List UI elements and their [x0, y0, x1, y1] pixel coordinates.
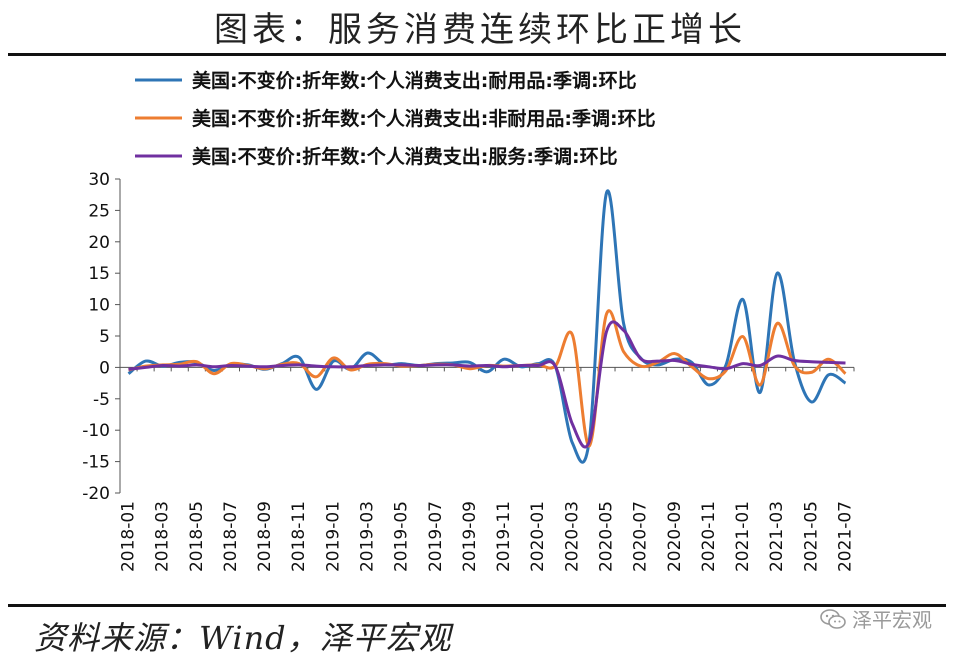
x-tick-label: 2019-01 [323, 501, 343, 572]
top-rule [8, 53, 946, 56]
x-tick-label: 2018-07 [221, 501, 241, 572]
y-tick-label: 10 [88, 296, 110, 316]
x-tick-label: 2020-07 [631, 501, 651, 572]
x-tick-label: 2019-07 [426, 501, 446, 572]
x-tick-label: 2018-05 [187, 501, 207, 572]
x-tick-label: 2018-11 [289, 501, 309, 572]
x-tick-label: 2018-01 [119, 501, 139, 572]
y-tick-label: -20 [82, 484, 110, 504]
y-tick-label: -5 [93, 390, 110, 410]
y-tick-label: 25 [88, 201, 110, 221]
legend-label: 美国:不变价:折年数:个人消费支出:耐用品:季调:环比 [192, 69, 637, 92]
y-tick-label: 30 [88, 170, 110, 190]
x-tick-label: 2021-01 [733, 501, 753, 572]
y-tick-label: -15 [82, 453, 110, 473]
line-chart: 美国:不变价:折年数:个人消费支出:耐用品:季调:环比美国:不变价:折年数:个人… [82, 69, 855, 572]
legend-label: 美国:不变价:折年数:个人消费支出:服务:季调:环比 [192, 145, 618, 168]
y-tick-label: 20 [88, 233, 110, 253]
y-tick-label: 0 [99, 358, 110, 378]
x-tick-label: 2020-09 [665, 501, 685, 572]
wechat-icon [820, 608, 846, 629]
x-tick-label: 2019-09 [460, 501, 480, 572]
x-tick-label: 2018-03 [153, 501, 173, 572]
y-tick-label: -10 [82, 421, 110, 441]
x-tick-label: 2020-03 [562, 501, 582, 572]
x-tick-label: 2021-03 [767, 501, 787, 572]
x-tick-label: 2020-11 [699, 501, 719, 572]
x-tick-label: 2020-01 [528, 501, 548, 572]
y-tick-label: 5 [99, 327, 110, 347]
x-tick-label: 2019-11 [494, 501, 514, 572]
source-note: 资料来源：Wind，泽平宏观 [34, 619, 452, 657]
series-services [128, 320, 846, 449]
x-tick-label: 2020-05 [596, 501, 616, 572]
legend-label: 美国:不变价:折年数:个人消费支出:非耐用品:季调:环比 [192, 107, 656, 130]
x-tick-label: 2019-05 [392, 501, 412, 572]
series-nondurable-goods [128, 309, 847, 448]
series-durable-goods [127, 189, 847, 464]
x-tick-label: 2021-05 [801, 501, 821, 572]
y-tick-label: 15 [88, 264, 110, 284]
x-tick-label: 2021-07 [835, 501, 855, 572]
watermark: 泽平宏观 [820, 604, 932, 633]
x-tick-label: 2018-09 [255, 501, 275, 572]
x-tick-label: 2019-03 [358, 501, 378, 572]
chart-title: 图表：服务消费连续环比正增长 [214, 10, 746, 50]
watermark-text: 泽平宏观 [852, 608, 932, 632]
bottom-rule [8, 604, 946, 607]
